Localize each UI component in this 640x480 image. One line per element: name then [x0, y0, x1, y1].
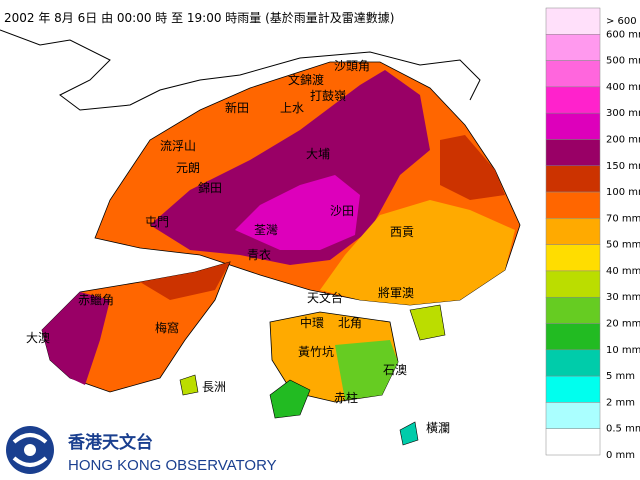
- place-label: 大埔: [306, 147, 330, 161]
- place-label: 石澳: [383, 363, 407, 377]
- place-label: 上水: [280, 101, 304, 115]
- lantau-west: [42, 292, 110, 385]
- legend-label: 100 mm: [606, 187, 640, 198]
- place-label: 青衣: [247, 247, 271, 262]
- legend-swatch: [545, 112, 601, 140]
- legend: > 600 mm 600 mm 500 mm 400 mm 300 mm 200 mm 15…: [545, 7, 640, 461]
- tunglung: [399, 421, 419, 446]
- legend-label: 10 mm: [606, 345, 640, 356]
- place-label: 梅窩: [155, 320, 179, 335]
- legend-swatch: [545, 244, 601, 272]
- place-label: 北角: [338, 316, 362, 330]
- lamma: [269, 379, 311, 419]
- logo-english: HONG KONG OBSERVATORY: [68, 457, 277, 474]
- legend-swatch: [545, 165, 601, 193]
- logo-emblem-mark: [12, 433, 48, 467]
- place-label: 大澳: [26, 331, 50, 345]
- legend-label: 150 mm: [606, 161, 640, 172]
- place-label: 將軍澳: [378, 285, 414, 300]
- cheung-chau: [179, 374, 199, 396]
- legend-label: 200 mm: [606, 134, 640, 145]
- place-label: 錦田: [198, 180, 222, 195]
- logo-emblem-dot: [24, 444, 36, 456]
- place-label: 天文台: [307, 290, 343, 305]
- place-label: 流浮山: [160, 139, 196, 153]
- place-label: 新田: [225, 100, 249, 115]
- legend-swatch: [545, 270, 601, 298]
- legend-label: 400 mm: [606, 82, 640, 93]
- legend-swatch: [545, 218, 601, 245]
- rain-ne-150: [440, 135, 505, 200]
- legend-label: 5 mm: [606, 371, 635, 382]
- legend-label: 2 mm: [606, 397, 635, 408]
- place-label: 長洲: [202, 380, 226, 394]
- legend-swatch: [545, 139, 601, 167]
- logo: 香港天文台 HONG KONG OBSERVATORY: [6, 426, 277, 474]
- place-label: 橫瀾: [426, 421, 450, 435]
- rain-band-200: [150, 70, 430, 265]
- legend-swatch: [545, 296, 601, 324]
- legend-swatch: [545, 323, 601, 351]
- legend-label: 500 mm: [606, 56, 640, 67]
- place-label: 黃竹坑: [298, 344, 334, 359]
- place-label: 文錦渡: [288, 72, 324, 87]
- place-label: 西貢: [390, 225, 414, 239]
- mainland-coast: [0, 29, 481, 111]
- legend-swatch: [545, 7, 601, 35]
- legend-label: 0 mm: [606, 450, 635, 461]
- rain-east-70: [320, 200, 515, 305]
- legend-swatch: [545, 86, 601, 114]
- sai-kung-islands: [409, 304, 446, 341]
- legend-label: 20 mm: [606, 319, 640, 330]
- place-label: 赤柱: [334, 390, 358, 405]
- rain-core-300: [235, 175, 360, 250]
- place-label: 元朗: [176, 161, 200, 175]
- place-label: 屯門: [145, 215, 169, 229]
- legend-swatch: [545, 428, 601, 456]
- lantau-north: [140, 262, 230, 300]
- place-label: 沙田: [330, 204, 354, 218]
- map-title: 2002 年 8月 6日 由 00:00 時 至 19:00 時雨量 (基於雨量…: [4, 10, 394, 25]
- place-label: 打鼓嶺: [310, 89, 346, 103]
- legend-label: 0.5 mm: [606, 424, 640, 435]
- map: [0, 29, 521, 446]
- legend-label: 50 mm: [606, 240, 640, 251]
- legend-label: 40 mm: [606, 266, 640, 277]
- legend-swatch: [545, 191, 601, 219]
- legend-swatch: [545, 60, 601, 88]
- hk-island-east: [335, 340, 398, 400]
- legend-swatch: [545, 402, 601, 429]
- legend-swatch: [545, 349, 601, 377]
- legend-label: > 600 mm: [606, 16, 640, 27]
- legend-label: 30 mm: [606, 292, 640, 303]
- place-label: 荃灣: [254, 223, 278, 237]
- legend-label: 70 mm: [606, 213, 640, 224]
- legend-label: 600 mm: [606, 29, 640, 40]
- place-label: 沙頭角: [334, 59, 370, 73]
- legend-swatch: [545, 375, 601, 403]
- legend-swatch: [545, 34, 601, 61]
- place-label: 中環: [300, 315, 324, 330]
- logo-chinese: 香港天文台: [68, 432, 153, 453]
- legend-label: 300 mm: [606, 108, 640, 119]
- place-label: 赤鱲角: [78, 293, 114, 307]
